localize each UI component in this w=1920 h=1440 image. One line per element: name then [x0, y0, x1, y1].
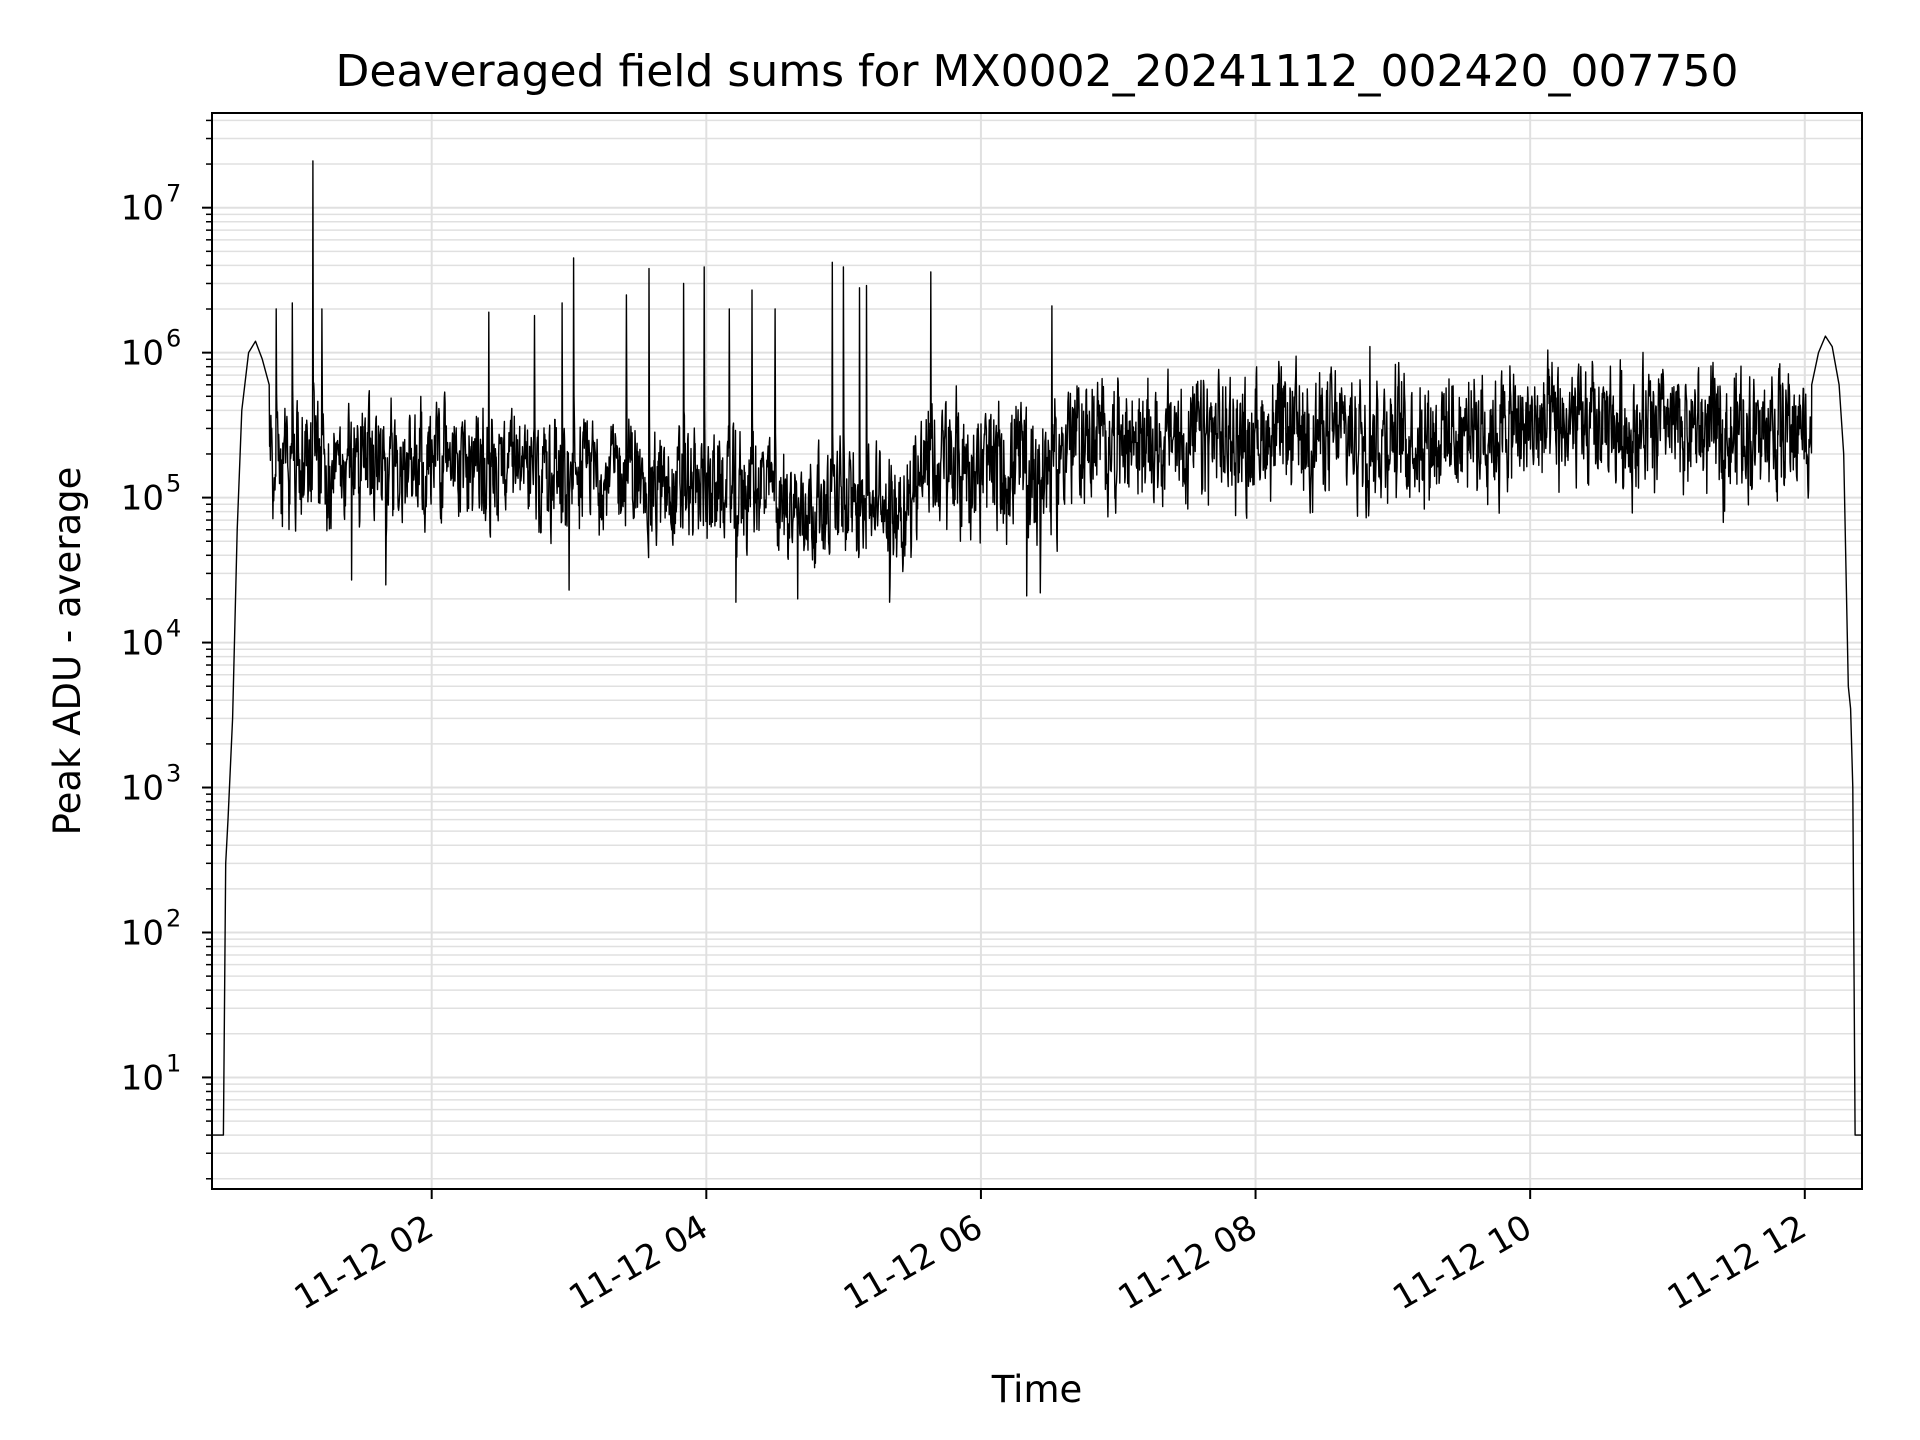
y-tick-label: 10: [121, 769, 164, 809]
y-tick-label-exponent: 6: [166, 325, 181, 353]
y-tick-label-exponent: 2: [166, 904, 181, 932]
y-axis-label: Peak ADU - average: [46, 467, 89, 836]
x-tick-label: 11-12 08: [1112, 1207, 1264, 1318]
chart-title: Deaveraged field sums for MX0002_2024111…: [336, 46, 1739, 97]
y-tick-label: 10: [121, 1058, 164, 1098]
x-tick-label: 11-12 12: [1661, 1207, 1813, 1318]
x-tick-label: 11-12 02: [288, 1207, 440, 1318]
y-tick-label-exponent: 3: [166, 760, 181, 788]
plot-frame: [211, 112, 1863, 1190]
y-tick-label-exponent: 5: [166, 470, 181, 498]
y-tick-label: 10: [121, 334, 164, 374]
y-tick-label: 10: [121, 189, 164, 229]
y-tick-label-exponent: 7: [166, 180, 181, 208]
x-tick-label: 11-12 10: [1386, 1207, 1538, 1318]
x-axis-label: Time: [991, 1368, 1083, 1411]
y-tick-label: 10: [121, 479, 164, 519]
x-tick-label: 11-12 06: [837, 1207, 989, 1318]
x-axis-ticks: 11-12 02 11-12 04 11-12 06 11-12 08 11-12 10…: [288, 1189, 1813, 1318]
y-tick-label: 10: [121, 913, 164, 953]
grid-layer: [212, 113, 1862, 1189]
y-tick-label-exponent: 4: [166, 615, 181, 643]
series-line: [212, 160, 1862, 1136]
line-layer: [212, 160, 1862, 1136]
x-tick-label: 11-12 04: [562, 1207, 714, 1318]
y-tick-label: 10: [121, 624, 164, 664]
y-tick-label-exponent: 1: [166, 1049, 181, 1077]
